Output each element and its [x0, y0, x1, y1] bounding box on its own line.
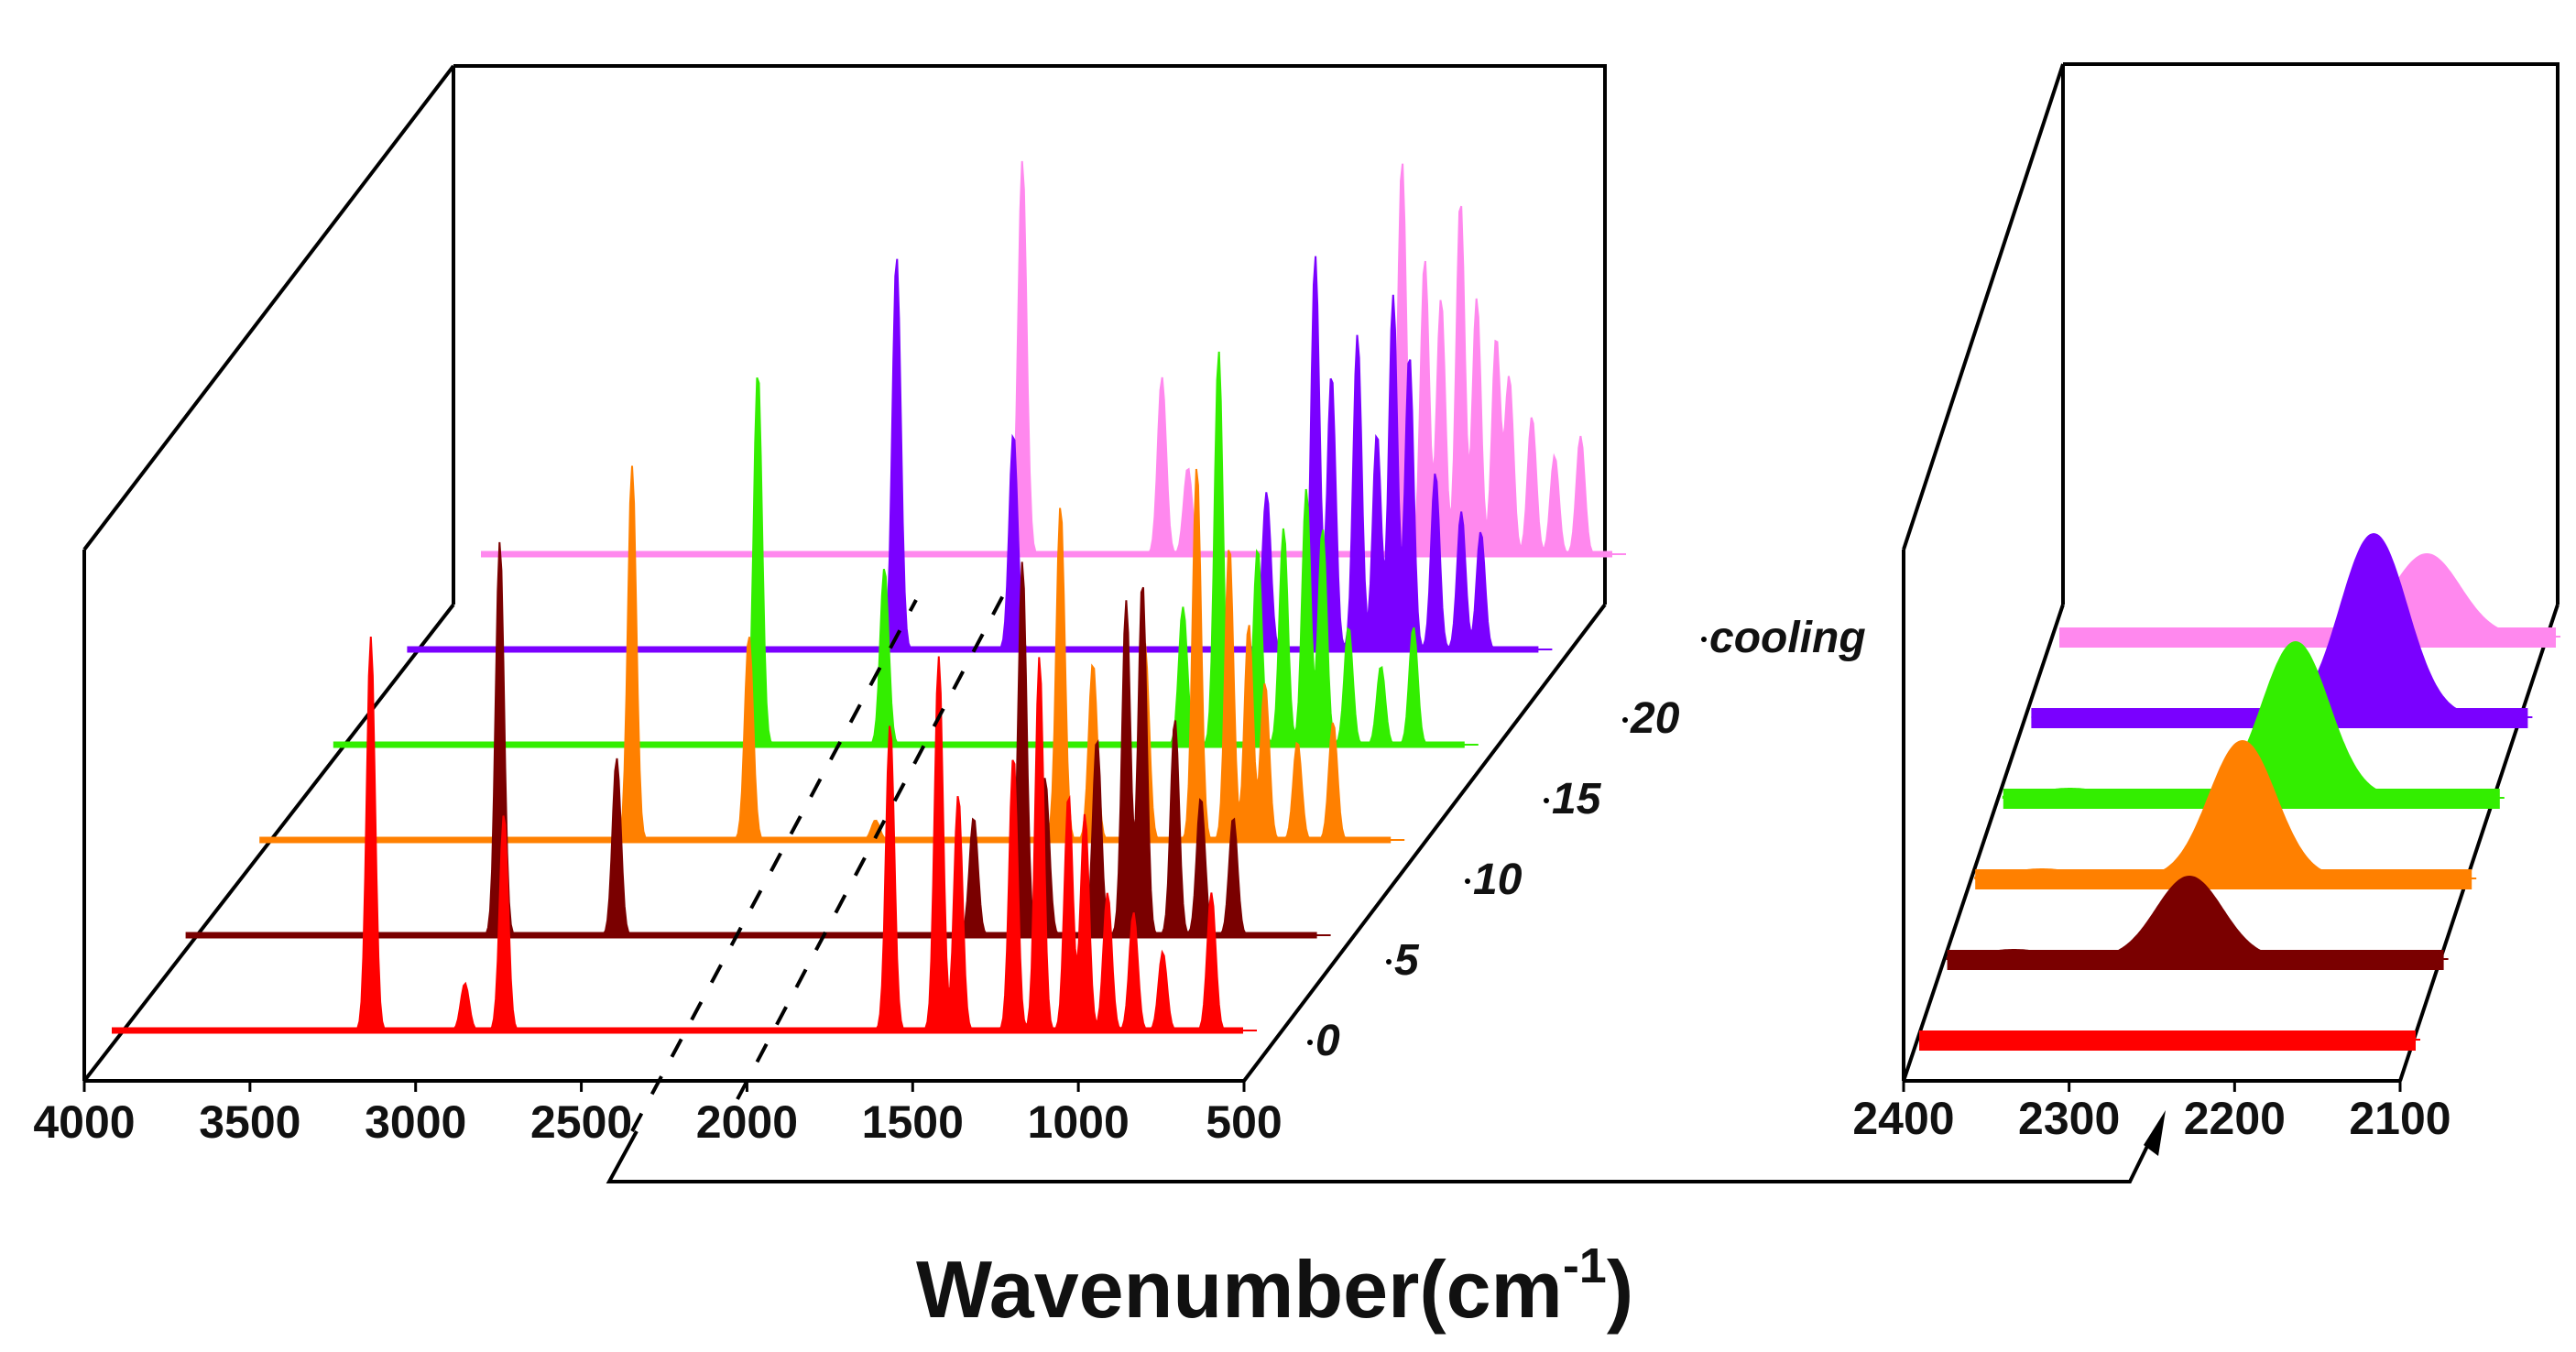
zoom-region-dashes	[630, 594, 1005, 1132]
main-x-tick-label: 500	[1206, 1096, 1282, 1148]
zoom-connector-arrow	[2144, 1110, 2166, 1156]
depth-tick-5	[1386, 959, 1392, 965]
main-x-tick-label: 2500	[530, 1096, 632, 1148]
zoom-x-tick-label: 2100	[2349, 1093, 2450, 1144]
main-x-tick-label: 3000	[365, 1096, 466, 1148]
main-series-layer	[112, 160, 1626, 1034]
depth-label-20: 20	[1630, 694, 1680, 743]
depth-label-0: 0	[1315, 1017, 1340, 1065]
depth-tick-20	[1622, 717, 1628, 723]
depth-label-cooling: cooling	[1709, 614, 1866, 662]
main-x-tick-label: 1500	[862, 1096, 964, 1148]
x-axis-title-close: )	[1607, 1244, 1633, 1335]
zoom-panel: 2400 2300 2200 2100	[1852, 62, 2560, 1144]
zoom-floor-right-edge	[2398, 604, 2560, 1082]
zoom-baseline-5	[1947, 950, 2444, 970]
depth-tick-0	[1307, 1040, 1313, 1045]
main-x-tick-label: 2000	[696, 1096, 798, 1148]
main-left-top-edge	[82, 64, 455, 551]
zoom-series-layer	[1919, 532, 2560, 1051]
main-x-tick-label: 3500	[199, 1096, 300, 1148]
main-x-ticks: 4000 3500 3000 2500 2000 1500 1000 500	[33, 1081, 1283, 1148]
x-axis-title-superscript: -1	[1563, 1238, 1607, 1293]
zoom-x-tick-label: 2300	[2018, 1093, 2120, 1144]
zoom-back-frame	[2063, 62, 2560, 605]
main-series-cooling	[490, 160, 1626, 555]
main-floor-right-edge	[1242, 603, 1607, 1083]
zoom-floor-left-edge	[1902, 604, 2065, 1082]
dashed-guide	[736, 594, 1005, 1100]
depth-tick-cooling	[1701, 637, 1707, 642]
zoom-x-tick-label: 2200	[2184, 1093, 2286, 1144]
main-series-10	[268, 465, 1405, 841]
depth-label-5: 5	[1394, 936, 1420, 985]
x-axis-title-main: Wavenumber(cm	[916, 1244, 1563, 1335]
main-x-tick-label: 4000	[33, 1096, 135, 1148]
zoom-series-cooling	[2059, 552, 2560, 638]
zoom-series-10	[1974, 739, 2477, 879]
zoom-connector	[606, 1130, 2156, 1183]
x-axis-title: Wavenumber(cm-1)	[916, 1238, 1633, 1335]
main-series-15	[342, 351, 1479, 747]
depth-tick-15	[1544, 798, 1549, 803]
dashed-guide	[630, 599, 918, 1132]
zoom-baseline-0	[1919, 1030, 2416, 1051]
main-depth-axis: 0 5 10 15 20 cooling	[1307, 614, 1866, 1065]
main-x-tick-label: 1000	[1028, 1096, 1130, 1148]
depth-label-15: 15	[1552, 775, 1602, 823]
depth-tick-10	[1465, 878, 1470, 884]
zoom-x-tick-label: 2400	[1852, 1093, 1954, 1144]
main-series-20	[416, 256, 1553, 650]
zoom-x-ticks: 2400 2300 2200 2100	[1852, 1081, 2451, 1144]
zoom-baseline-10	[1975, 869, 2472, 889]
zoom-left-top-edge	[1902, 63, 2065, 551]
main-back-frame	[453, 64, 1607, 605]
depth-label-10: 10	[1473, 856, 1523, 904]
zoom-baseline-cooling	[2059, 627, 2556, 648]
main-panel: 4000 3500 3000 2500 2000 1500 1000 500 0 5 10 15 20…	[33, 64, 1866, 1148]
main-series-0	[121, 636, 1257, 1031]
